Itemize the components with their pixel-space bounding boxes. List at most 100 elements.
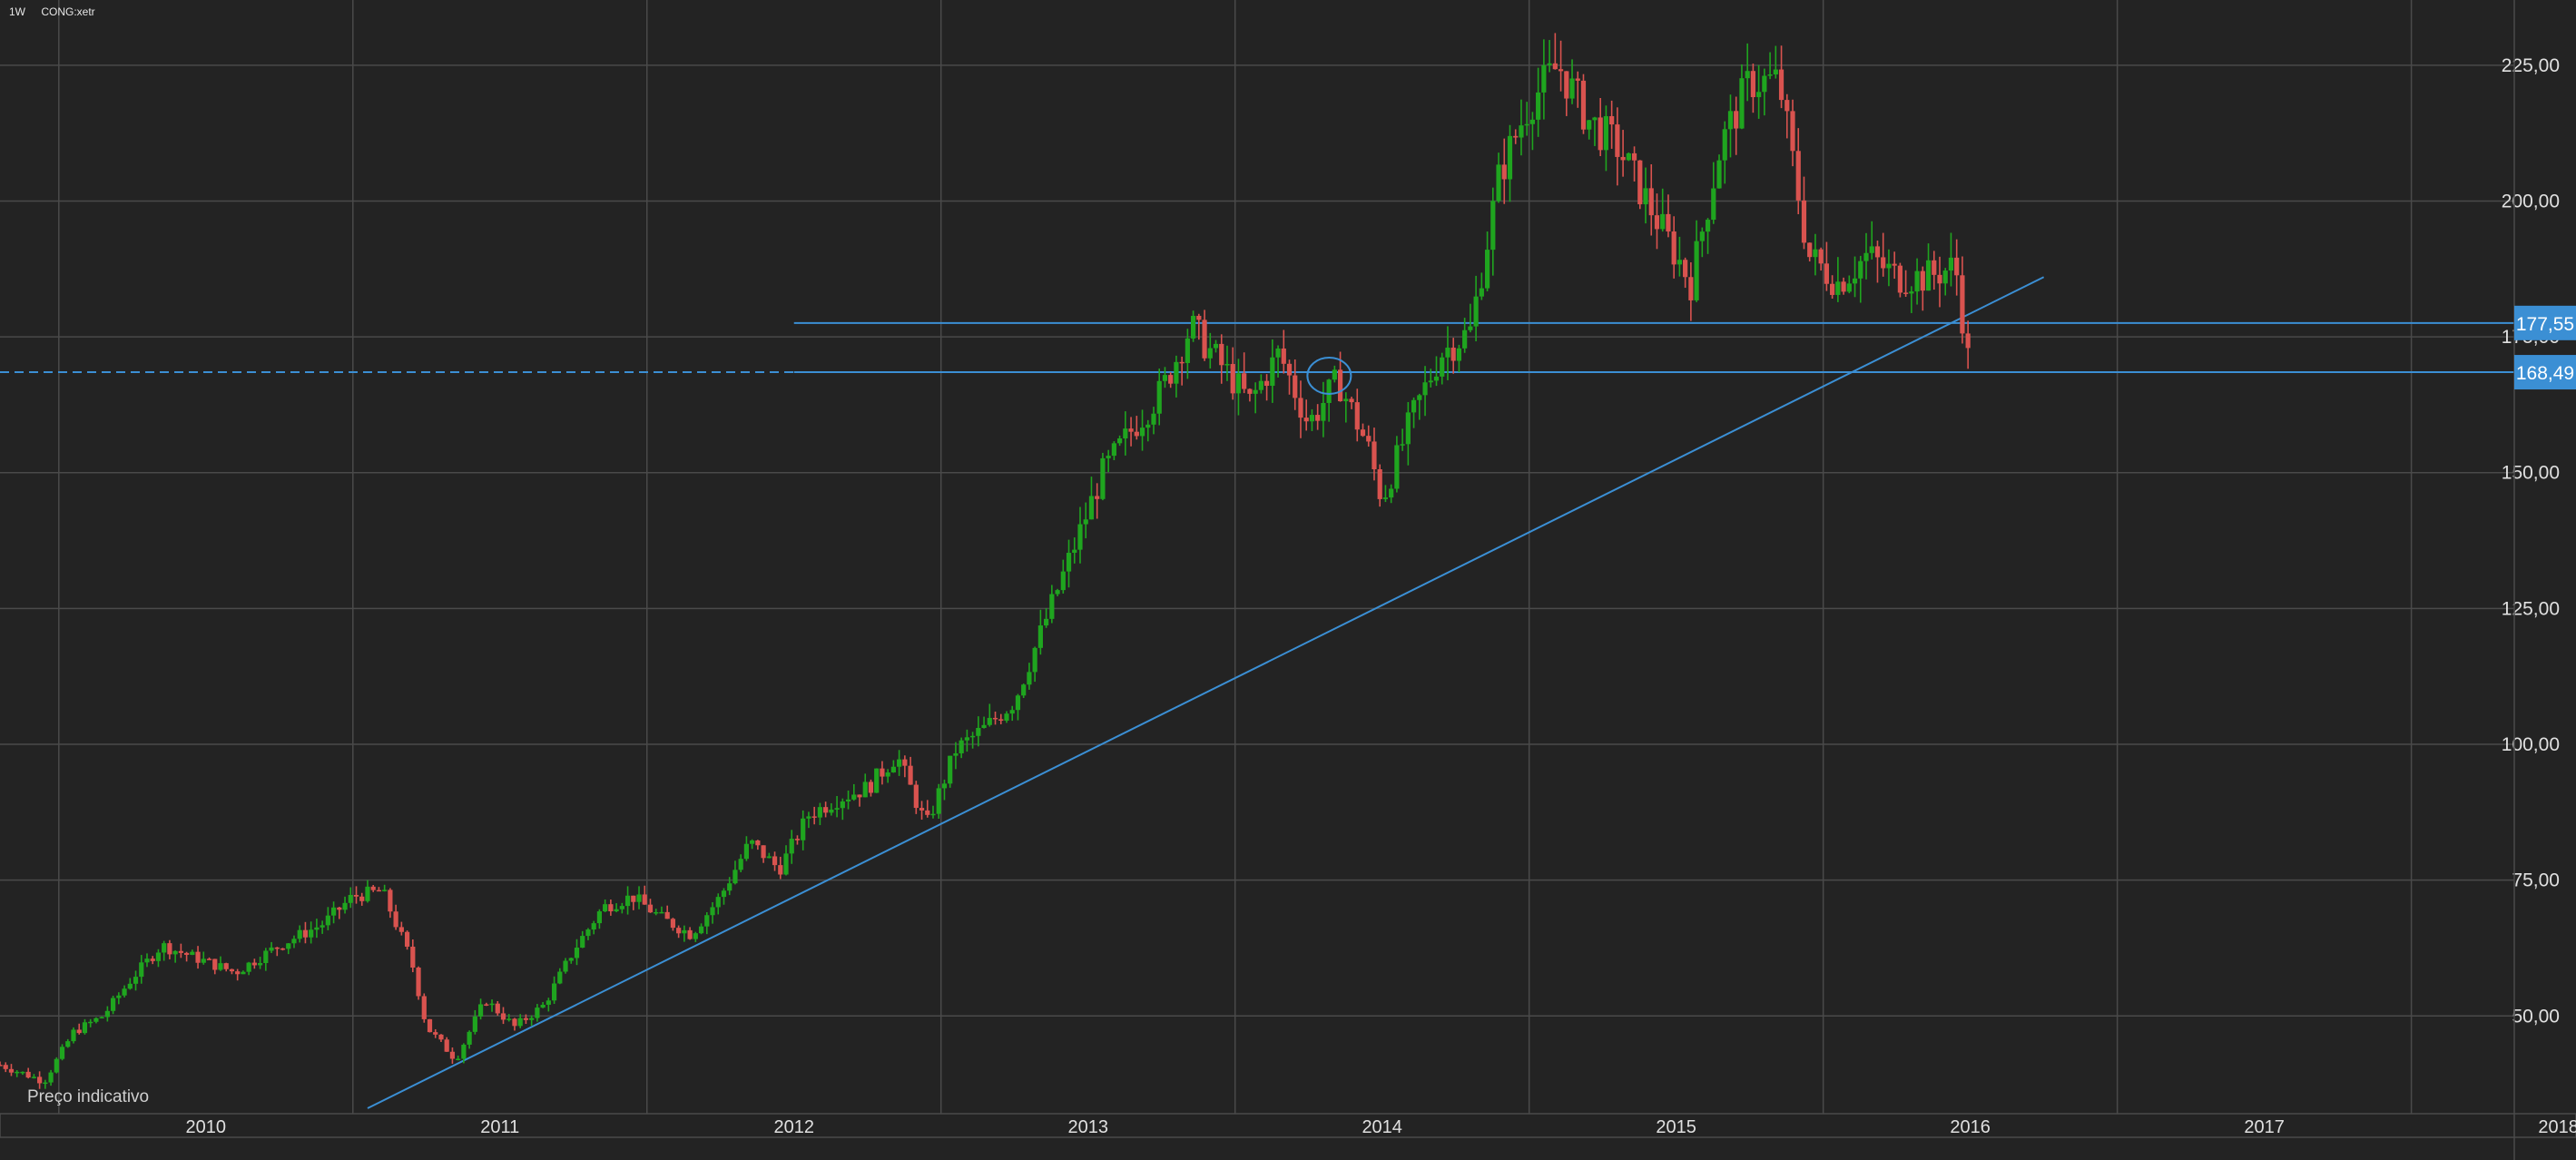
candle-body: [1275, 348, 1281, 358]
candle-body: [167, 943, 172, 955]
candle-body: [1676, 260, 1683, 265]
candle-body: [1049, 594, 1055, 619]
candle-body: [1088, 496, 1095, 520]
symbol-label[interactable]: CONG:xetr: [41, 5, 95, 18]
candle-body: [557, 971, 563, 984]
candle-body: [1671, 231, 1676, 265]
candle-body: [750, 840, 755, 844]
support-trendline: [367, 276, 2045, 1109]
candle-body: [359, 896, 365, 901]
candle-body: [1711, 188, 1716, 221]
candle-body: [1242, 373, 1247, 389]
candle-body: [489, 1003, 495, 1006]
candle-body: [43, 1082, 48, 1085]
candle-body: [1422, 382, 1428, 396]
candle-body: [1077, 524, 1083, 550]
candle-body: [104, 1010, 110, 1017]
candle-body: [1196, 315, 1202, 320]
candle-body: [144, 958, 150, 963]
candle-body: [427, 1018, 433, 1033]
candle-body: [1185, 338, 1190, 363]
candle-body: [1524, 123, 1529, 126]
candle-body: [251, 962, 257, 966]
candle-body: [1637, 160, 1643, 205]
candle-body: [1382, 497, 1389, 499]
candle-body: [1021, 684, 1027, 696]
candle-body: [1954, 257, 1960, 276]
candle-body: [111, 998, 116, 1011]
candle-body: [500, 1013, 506, 1020]
candle-body: [930, 813, 936, 816]
candle-body: [631, 895, 636, 902]
candle-body: [1066, 552, 1072, 572]
candle-body: [218, 963, 223, 970]
candle-body: [1767, 74, 1773, 76]
candle-body: [1965, 333, 1971, 349]
candle-body: [150, 958, 155, 961]
candle-body: [1773, 69, 1778, 74]
candle-body: [88, 1021, 93, 1024]
candle-body: [1869, 246, 1874, 253]
candle-body: [1286, 363, 1293, 376]
candle-body: [727, 883, 732, 891]
candle-body: [461, 1044, 467, 1059]
candle-body: [1450, 348, 1456, 361]
interval-label[interactable]: 1W: [9, 5, 25, 18]
candle-body: [1529, 119, 1536, 124]
candle-body: [654, 911, 659, 914]
candle-body: [936, 788, 941, 814]
candle-body: [1263, 380, 1270, 387]
candle-body: [484, 1004, 489, 1006]
candle-body: [320, 925, 325, 928]
y-tick-label: 200,00: [2502, 191, 2560, 211]
x-tick-label: 2011: [480, 1117, 519, 1137]
candle-body: [1044, 618, 1049, 626]
candle-body: [1942, 270, 1948, 284]
candle-body: [710, 907, 715, 916]
candle-body: [908, 765, 913, 785]
candle-body: [1366, 436, 1372, 442]
candle-body: [127, 983, 133, 989]
candle-body: [1389, 488, 1394, 498]
candle-body: [1303, 418, 1309, 422]
candle-body: [563, 960, 568, 972]
y-tick-label: 50,00: [2512, 1006, 2560, 1027]
candle-body: [693, 933, 698, 939]
candle-body: [1643, 188, 1648, 205]
candle-body: [1015, 695, 1021, 711]
candle-body: [585, 929, 591, 937]
candle-body: [1428, 380, 1433, 383]
candle-body: [1932, 260, 1937, 275]
candle-body: [274, 947, 280, 949]
candle-body: [1694, 241, 1699, 300]
candle-body: [1813, 249, 1818, 258]
candle-body: [1462, 329, 1468, 349]
candle-body: [1937, 274, 1942, 284]
candle-body: [1863, 252, 1869, 261]
candle-body: [517, 1017, 523, 1027]
candle-body: [1032, 647, 1037, 673]
candle-body: [172, 950, 178, 955]
x-tick-label: 2018: [2538, 1117, 2576, 1137]
candle-body: [241, 971, 246, 975]
candle-body: [1162, 375, 1168, 381]
candle-body: [1852, 278, 1858, 284]
candle-body: [1513, 135, 1519, 138]
candle-body: [1688, 277, 1694, 300]
candle-body: [1587, 120, 1592, 130]
candle-body: [1654, 215, 1660, 230]
candle-body: [1411, 399, 1417, 413]
candle-body: [1009, 710, 1015, 714]
y-tick-label: 125,00: [2502, 598, 2560, 619]
candle-body: [1377, 468, 1382, 499]
candle-body: [1433, 376, 1440, 381]
candle-body: [535, 1008, 540, 1018]
chart-header: 1W CONG:xetr: [9, 5, 108, 18]
candle-body: [1801, 200, 1807, 243]
x-tick-label: 2014: [1362, 1117, 1402, 1137]
candle-body: [1372, 441, 1377, 469]
candle-body: [698, 926, 704, 934]
candle-body: [823, 807, 829, 813]
candle-body: [868, 782, 874, 793]
candle-body: [3, 1065, 8, 1069]
